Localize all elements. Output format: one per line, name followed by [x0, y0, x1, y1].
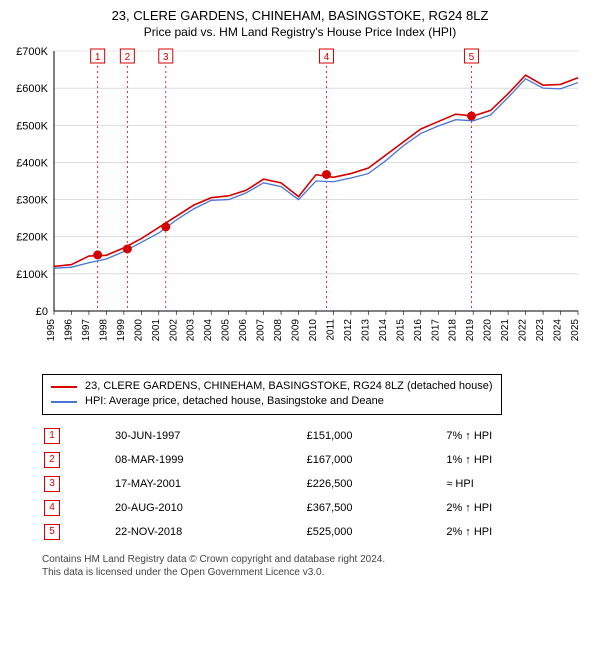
- sale-number-box: 3: [44, 476, 60, 492]
- svg-text:2011: 2011: [325, 318, 336, 340]
- footer-line: Contains HM Land Registry data © Crown c…: [42, 553, 586, 566]
- chart-subtitle: Price paid vs. HM Land Registry's House …: [10, 25, 590, 39]
- sale-price: £151,000: [307, 425, 445, 447]
- svg-text:2018: 2018: [448, 318, 459, 341]
- svg-text:2002: 2002: [168, 318, 179, 341]
- svg-text:1: 1: [95, 52, 101, 63]
- legend-swatch: [51, 386, 77, 388]
- footer-line: This data is licensed under the Open Gov…: [42, 566, 586, 579]
- svg-text:£100K: £100K: [16, 269, 48, 281]
- svg-text:1999: 1999: [116, 318, 127, 341]
- svg-text:2014: 2014: [378, 318, 389, 341]
- svg-text:2022: 2022: [518, 318, 529, 341]
- svg-text:2023: 2023: [535, 318, 546, 341]
- svg-text:2025: 2025: [570, 318, 581, 341]
- table-row: 4 20-AUG-2010£367,5002% ↑ HPI: [44, 497, 584, 519]
- svg-text:2013: 2013: [360, 318, 371, 341]
- sale-delta: ≈ HPI: [446, 473, 584, 495]
- sale-price: £367,500: [307, 497, 445, 519]
- sale-delta: 2% ↑ HPI: [446, 497, 584, 519]
- sale-number-box: 5: [44, 524, 60, 540]
- svg-text:3: 3: [163, 52, 169, 63]
- svg-text:4: 4: [324, 52, 330, 63]
- svg-text:1996: 1996: [63, 318, 74, 341]
- svg-text:£700K: £700K: [16, 46, 48, 58]
- chart-svg: £0 £100K £200K £300K £400K £500K £600K £700K 199…: [10, 43, 590, 363]
- sale-date: 08-MAR-1999: [115, 449, 305, 471]
- chart-title: 23, CLERE GARDENS, CHINEHAM, BASINGSTOKE…: [10, 8, 590, 25]
- sale-date: 22-NOV-2018: [115, 521, 305, 543]
- svg-text:£0: £0: [36, 306, 48, 318]
- sale-delta: 1% ↑ HPI: [446, 449, 584, 471]
- svg-text:2016: 2016: [413, 318, 424, 341]
- svg-text:2008: 2008: [273, 318, 284, 341]
- sale-price: £167,000: [307, 449, 445, 471]
- sale-date: 20-AUG-2010: [115, 497, 305, 519]
- sale-number-box: 1: [44, 428, 60, 444]
- svg-text:2009: 2009: [291, 318, 302, 341]
- legend-label: HPI: Average price, detached house, Basi…: [85, 394, 384, 409]
- svg-text:2010: 2010: [308, 318, 319, 341]
- svg-text:2003: 2003: [186, 318, 197, 341]
- svg-text:£200K: £200K: [16, 232, 48, 244]
- svg-text:2024: 2024: [553, 318, 564, 341]
- sale-number-box: 4: [44, 500, 60, 516]
- svg-text:2007: 2007: [256, 318, 267, 341]
- table-row: 3 17-MAY-2001£226,500≈ HPI: [44, 473, 584, 495]
- sale-date: 17-MAY-2001: [115, 473, 305, 495]
- sale-price: £226,500: [307, 473, 445, 495]
- svg-text:2004: 2004: [203, 318, 214, 341]
- sale-price: £525,000: [307, 521, 445, 543]
- svg-text:2: 2: [125, 52, 131, 63]
- svg-text:2000: 2000: [133, 318, 144, 341]
- svg-text:2021: 2021: [500, 318, 511, 341]
- svg-text:1998: 1998: [98, 318, 109, 341]
- table-row: 2 08-MAR-1999£167,0001% ↑ HPI: [44, 449, 584, 471]
- sale-number-box: 2: [44, 452, 60, 468]
- table-row: 5 22-NOV-2018£525,0002% ↑ HPI: [44, 521, 584, 543]
- svg-text:2019: 2019: [465, 318, 476, 341]
- legend-label: 23, CLERE GARDENS, CHINEHAM, BASINGSTOKE…: [85, 379, 493, 394]
- svg-text:£600K: £600K: [16, 83, 48, 95]
- svg-text:2017: 2017: [430, 318, 441, 341]
- legend-item: 23, CLERE GARDENS, CHINEHAM, BASINGSTOKE…: [51, 379, 493, 394]
- legend-swatch: [51, 401, 77, 403]
- table-row: 1 30-JUN-1997£151,0007% ↑ HPI: [44, 425, 584, 447]
- svg-text:2012: 2012: [343, 318, 354, 341]
- svg-text:2020: 2020: [483, 318, 494, 341]
- svg-text:£300K: £300K: [16, 194, 48, 206]
- sale-delta: 2% ↑ HPI: [446, 521, 584, 543]
- svg-text:2006: 2006: [238, 318, 249, 341]
- legend-item: HPI: Average price, detached house, Basi…: [51, 394, 493, 409]
- svg-text:2001: 2001: [151, 318, 162, 341]
- svg-text:2005: 2005: [221, 318, 232, 341]
- svg-text:£500K: £500K: [16, 120, 48, 132]
- svg-text:1995: 1995: [46, 318, 57, 341]
- sale-date: 30-JUN-1997: [115, 425, 305, 447]
- footer-attribution: Contains HM Land Registry data © Crown c…: [42, 553, 586, 579]
- svg-text:2015: 2015: [395, 318, 406, 341]
- svg-text:5: 5: [469, 52, 475, 63]
- sales-table: 1 30-JUN-1997£151,0007% ↑ HPI 2 08-MAR-1999…: [42, 423, 586, 545]
- price-chart: £0 £100K £200K £300K £400K £500K £600K £700K 199…: [10, 43, 590, 368]
- legend: 23, CLERE GARDENS, CHINEHAM, BASINGSTOKE…: [42, 374, 502, 415]
- sale-delta: 7% ↑ HPI: [446, 425, 584, 447]
- svg-text:£400K: £400K: [16, 157, 48, 169]
- svg-text:1997: 1997: [81, 318, 92, 341]
